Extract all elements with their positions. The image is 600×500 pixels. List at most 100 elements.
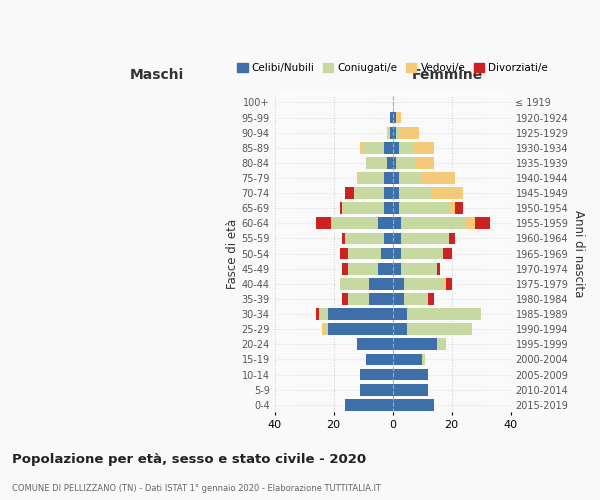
Bar <box>322 324 325 335</box>
Bar <box>392 202 398 214</box>
Bar <box>349 263 378 274</box>
Bar <box>392 112 395 124</box>
Bar <box>360 368 392 380</box>
Bar <box>363 142 384 154</box>
Bar <box>343 293 349 305</box>
Bar <box>340 248 349 260</box>
Bar <box>401 263 437 274</box>
Bar <box>369 293 392 305</box>
Bar <box>354 187 384 199</box>
Bar <box>340 278 369 289</box>
Bar <box>381 248 392 260</box>
Bar <box>384 172 392 184</box>
Bar <box>349 293 369 305</box>
Bar <box>437 263 440 274</box>
Bar <box>357 338 392 350</box>
Bar <box>407 308 481 320</box>
Bar <box>422 172 455 184</box>
Bar <box>401 232 449 244</box>
Bar <box>349 248 381 260</box>
Bar <box>466 218 475 230</box>
Bar <box>398 187 431 199</box>
Bar <box>331 218 378 230</box>
Y-axis label: Fasce di età: Fasce di età <box>226 218 239 288</box>
Bar <box>392 126 395 138</box>
Bar <box>340 202 343 214</box>
Bar <box>392 157 395 169</box>
Y-axis label: Anni di nascita: Anni di nascita <box>572 210 585 298</box>
Bar <box>392 354 422 366</box>
Bar <box>360 142 363 154</box>
Bar <box>398 142 413 154</box>
Bar <box>395 112 401 124</box>
Bar <box>346 232 384 244</box>
Bar <box>398 202 449 214</box>
Bar <box>346 399 392 410</box>
Bar <box>316 308 319 320</box>
Bar <box>395 126 398 138</box>
Bar <box>392 172 398 184</box>
Bar <box>401 218 466 230</box>
Text: Femmine: Femmine <box>411 68 482 82</box>
Bar <box>369 278 392 289</box>
Bar <box>384 202 392 214</box>
Bar <box>387 157 392 169</box>
Text: COMUNE DI PELLIZZANO (TN) - Dati ISTAT 1° gennaio 2020 - Elaborazione TUTTITALIA: COMUNE DI PELLIZZANO (TN) - Dati ISTAT 1… <box>12 484 381 493</box>
Bar <box>392 384 428 396</box>
Bar <box>437 338 446 350</box>
Bar <box>449 232 455 244</box>
Bar <box>392 232 401 244</box>
Text: Maschi: Maschi <box>130 68 184 82</box>
Bar <box>384 187 392 199</box>
Bar <box>475 218 490 230</box>
Bar <box>392 338 437 350</box>
Bar <box>431 187 463 199</box>
Bar <box>401 248 443 260</box>
Bar <box>446 278 452 289</box>
Bar <box>387 126 389 138</box>
Bar <box>357 172 360 184</box>
Bar <box>455 202 463 214</box>
Bar <box>398 126 419 138</box>
Bar <box>392 324 407 335</box>
Bar <box>360 384 392 396</box>
Bar <box>392 218 401 230</box>
Bar <box>389 126 392 138</box>
Bar <box>378 263 392 274</box>
Bar <box>378 218 392 230</box>
Bar <box>392 368 428 380</box>
Bar <box>392 278 404 289</box>
Bar <box>346 187 354 199</box>
Bar <box>428 293 434 305</box>
Bar <box>325 324 328 335</box>
Bar <box>389 112 392 124</box>
Bar <box>384 232 392 244</box>
Bar <box>422 354 425 366</box>
Bar <box>392 263 401 274</box>
Text: Popolazione per età, sesso e stato civile - 2020: Popolazione per età, sesso e stato civil… <box>12 452 366 466</box>
Bar <box>343 232 346 244</box>
Bar <box>392 142 398 154</box>
Legend: Celibi/Nubili, Coniugati/e, Vedovi/e, Divorziati/e: Celibi/Nubili, Coniugati/e, Vedovi/e, Di… <box>233 59 552 77</box>
Bar <box>384 142 392 154</box>
Bar <box>449 202 455 214</box>
Bar <box>392 187 398 199</box>
Bar <box>392 399 434 410</box>
Bar <box>416 157 434 169</box>
Bar <box>366 157 387 169</box>
Bar <box>443 248 452 260</box>
Bar <box>343 263 349 274</box>
Bar <box>319 308 328 320</box>
Bar <box>404 278 443 289</box>
Bar <box>404 293 428 305</box>
Bar <box>413 142 434 154</box>
Bar <box>392 248 401 260</box>
Bar <box>392 293 404 305</box>
Bar <box>328 308 392 320</box>
Bar <box>407 324 472 335</box>
Bar <box>343 202 384 214</box>
Bar <box>395 157 416 169</box>
Bar <box>316 218 331 230</box>
Bar <box>366 354 392 366</box>
Bar <box>328 324 392 335</box>
